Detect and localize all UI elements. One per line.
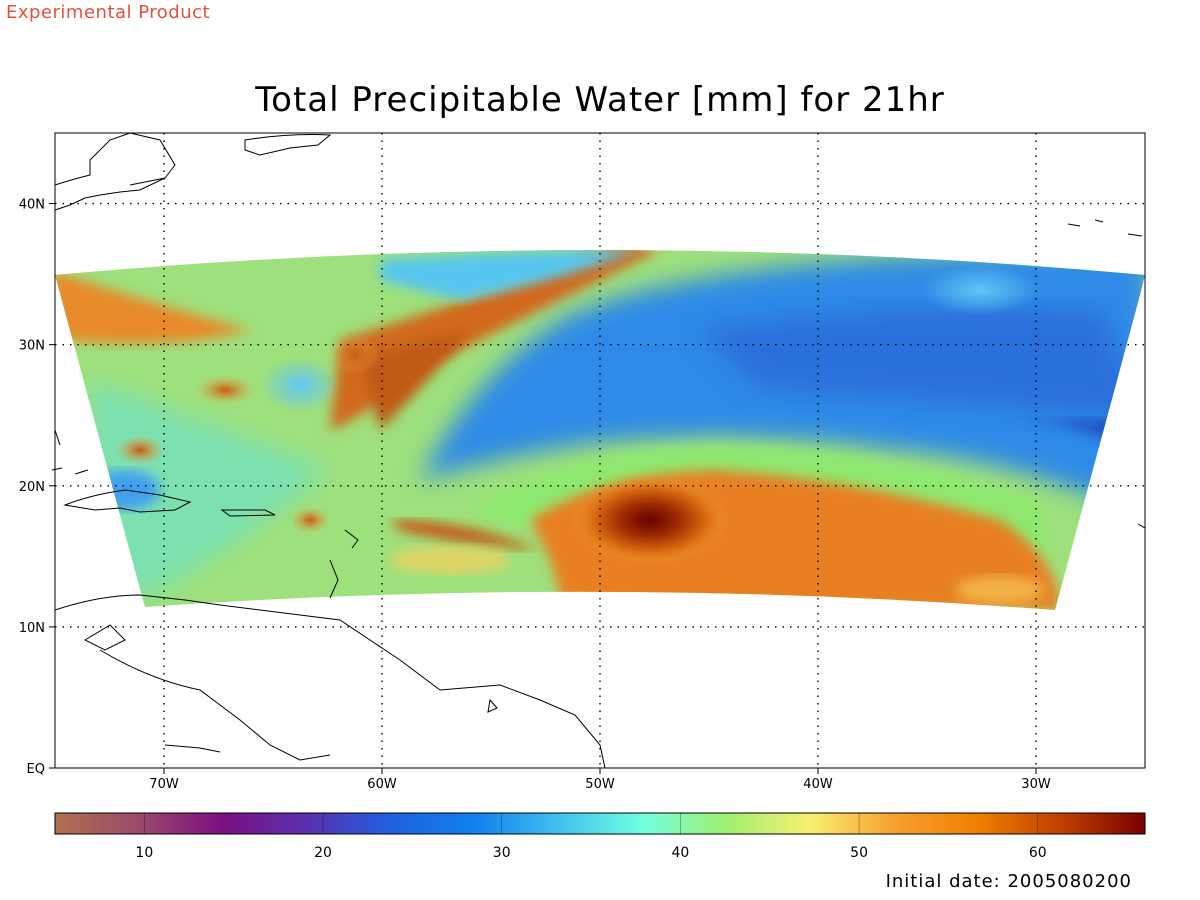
- colorbar-tick-label: 10: [135, 845, 153, 861]
- lat-tick-label: 30N: [19, 339, 45, 354]
- colorbar-tick-label: 60: [1029, 845, 1047, 861]
- experimental-product-banner: Experimental Product: [6, 2, 211, 23]
- lon-tick-label: 60W: [367, 777, 397, 792]
- initial-date-label: Initial date: 2005080200: [885, 871, 1132, 892]
- axes: 70W 60W 50W 40W 30W EQ 10N 20N 30N 40N: [19, 198, 1051, 792]
- colorbar: 10 20 30 40 50 60: [54, 812, 1146, 861]
- graticule: [55, 133, 1145, 768]
- lon-tick-label: 40W: [803, 777, 833, 792]
- map-title: Total Precipitable Water [mm] for 21hr: [255, 80, 945, 120]
- lon-tick-label: 30W: [1021, 777, 1051, 792]
- lon-tick-label: 50W: [585, 777, 615, 792]
- colorbar-gradient: [54, 812, 1146, 835]
- land-outlines: [51, 132, 1146, 769]
- colorbar-tick-label: 50: [850, 845, 868, 861]
- lat-tick-label: 40N: [19, 198, 45, 213]
- precipitable-water-field: [55, 250, 1145, 610]
- colorbar-tick-label: 40: [671, 845, 689, 861]
- lon-tick-label: 70W: [149, 777, 179, 792]
- lat-tick-label: 20N: [19, 480, 45, 495]
- colorbar-ticks: 10 20 30 40 50 60: [135, 813, 1047, 861]
- lat-tick-label: EQ: [27, 762, 45, 777]
- colorbar-tick-label: 20: [314, 845, 332, 861]
- lat-tick-label: 10N: [19, 621, 45, 636]
- colorbar-tick-label: 30: [493, 845, 511, 861]
